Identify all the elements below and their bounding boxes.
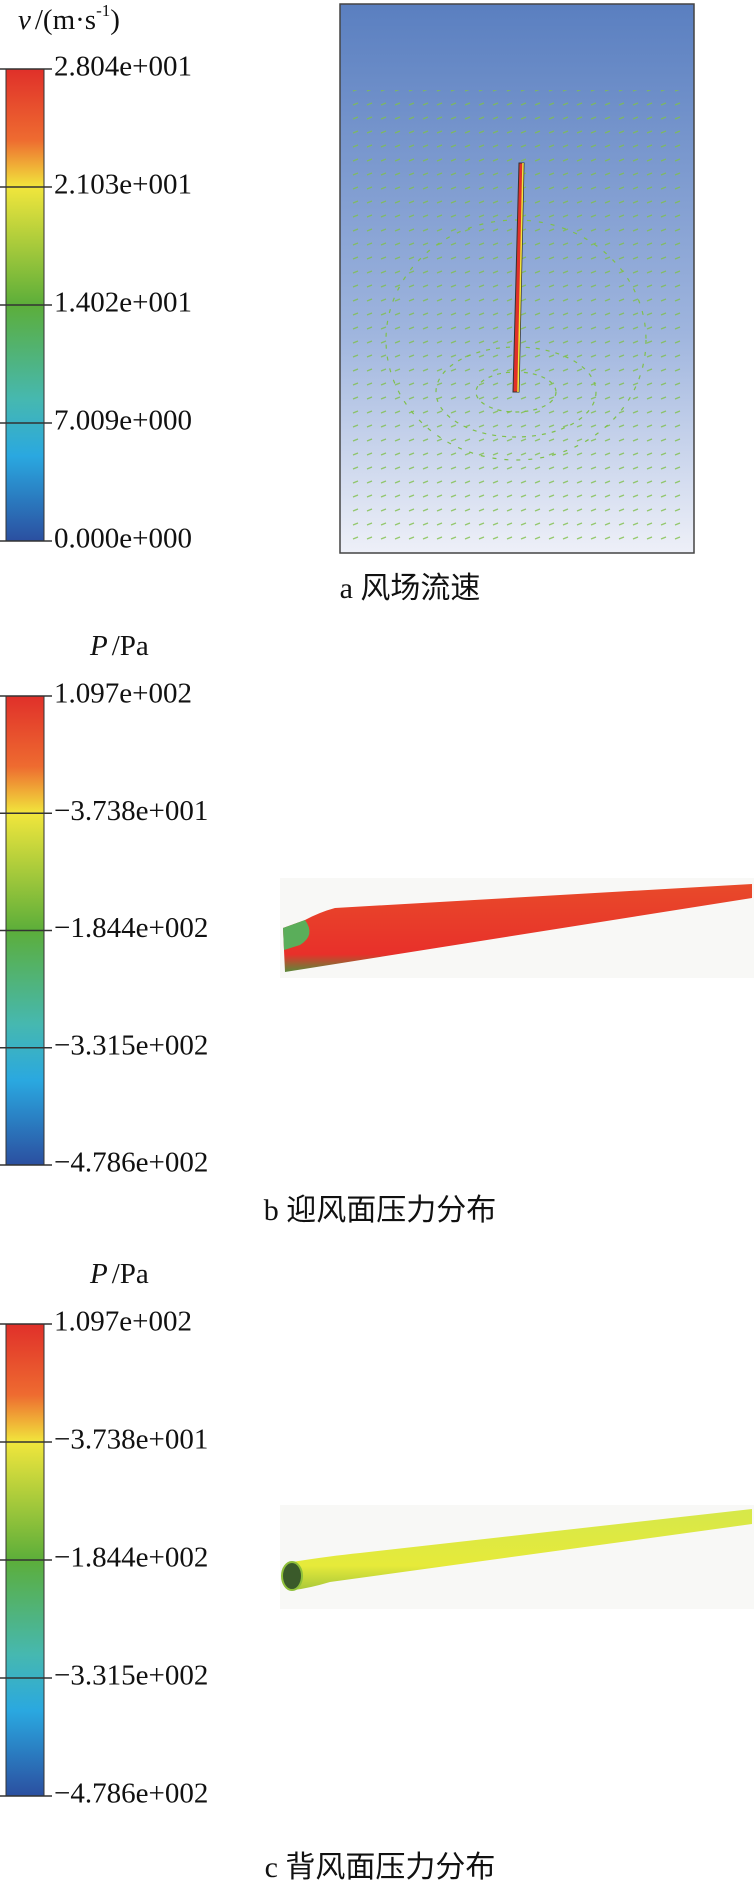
caption: b 迎风面压力分布 bbox=[264, 1194, 497, 1227]
colorbar-tick-label: −4.786e+002 bbox=[54, 1147, 208, 1179]
leeward-blade-image bbox=[280, 1505, 754, 1609]
unit-symbol: v bbox=[18, 4, 31, 36]
unit-text: /(m·s bbox=[35, 4, 96, 36]
unit-text: /Pa bbox=[112, 630, 149, 662]
colorbar-tick-label: 0.000e+000 bbox=[54, 523, 192, 555]
colorbar-tick-label: −3.738e+001 bbox=[54, 1424, 208, 1456]
caption: a 风场流速 bbox=[340, 572, 481, 605]
panel: P/Pa 1.097e+002 −3.738e+001 −1.844e+002 −3.3… bbox=[0, 630, 496, 1227]
colorbar-tick-label: −3.315e+002 bbox=[54, 1660, 208, 1692]
colorbar-tick-label: 1.097e+002 bbox=[54, 678, 192, 710]
colorbar-tick-label: 7.009e+000 bbox=[54, 405, 192, 437]
panel: P/Pa 1.097e+002 −3.738e+001 −1.844e+002 −3.3… bbox=[0, 1258, 495, 1884]
unit-text: /Pa bbox=[112, 1258, 149, 1290]
windward-blade-image bbox=[280, 878, 754, 978]
colorbar-tick-label: 1.402e+001 bbox=[54, 287, 192, 319]
flow-field-image bbox=[339, 3, 695, 554]
unit-symbol: P bbox=[89, 1258, 108, 1290]
colorbar-tick-label: 1.097e+002 bbox=[54, 1306, 192, 1338]
unit-label: v/(m·s-1) bbox=[18, 1, 120, 36]
unit-suffix: ) bbox=[110, 4, 120, 36]
unit-label: P/Pa bbox=[89, 630, 149, 662]
colorbar-tick-label: 2.103e+001 bbox=[54, 169, 192, 201]
unit-superscript: -1 bbox=[96, 1, 110, 20]
colorbar-tick-label: −3.738e+001 bbox=[54, 795, 208, 827]
colorbar-tick-label: −1.844e+002 bbox=[54, 912, 208, 944]
colorbar-tick-label: −3.315e+002 bbox=[54, 1029, 208, 1061]
unit-label: P/Pa bbox=[89, 1258, 149, 1290]
colorbar-tick-label: −1.844e+002 bbox=[54, 1542, 208, 1574]
colorbar-tick-label: 2.804e+001 bbox=[54, 51, 192, 83]
unit-symbol: P bbox=[89, 630, 108, 662]
panel: v/(m·s-1) 2.804e+001 2.103e+001 1.402e+001 7… bbox=[0, 1, 480, 605]
colorbar-tick-label: −4.786e+002 bbox=[54, 1778, 208, 1810]
caption: c 背风面压力分布 bbox=[265, 1851, 496, 1884]
